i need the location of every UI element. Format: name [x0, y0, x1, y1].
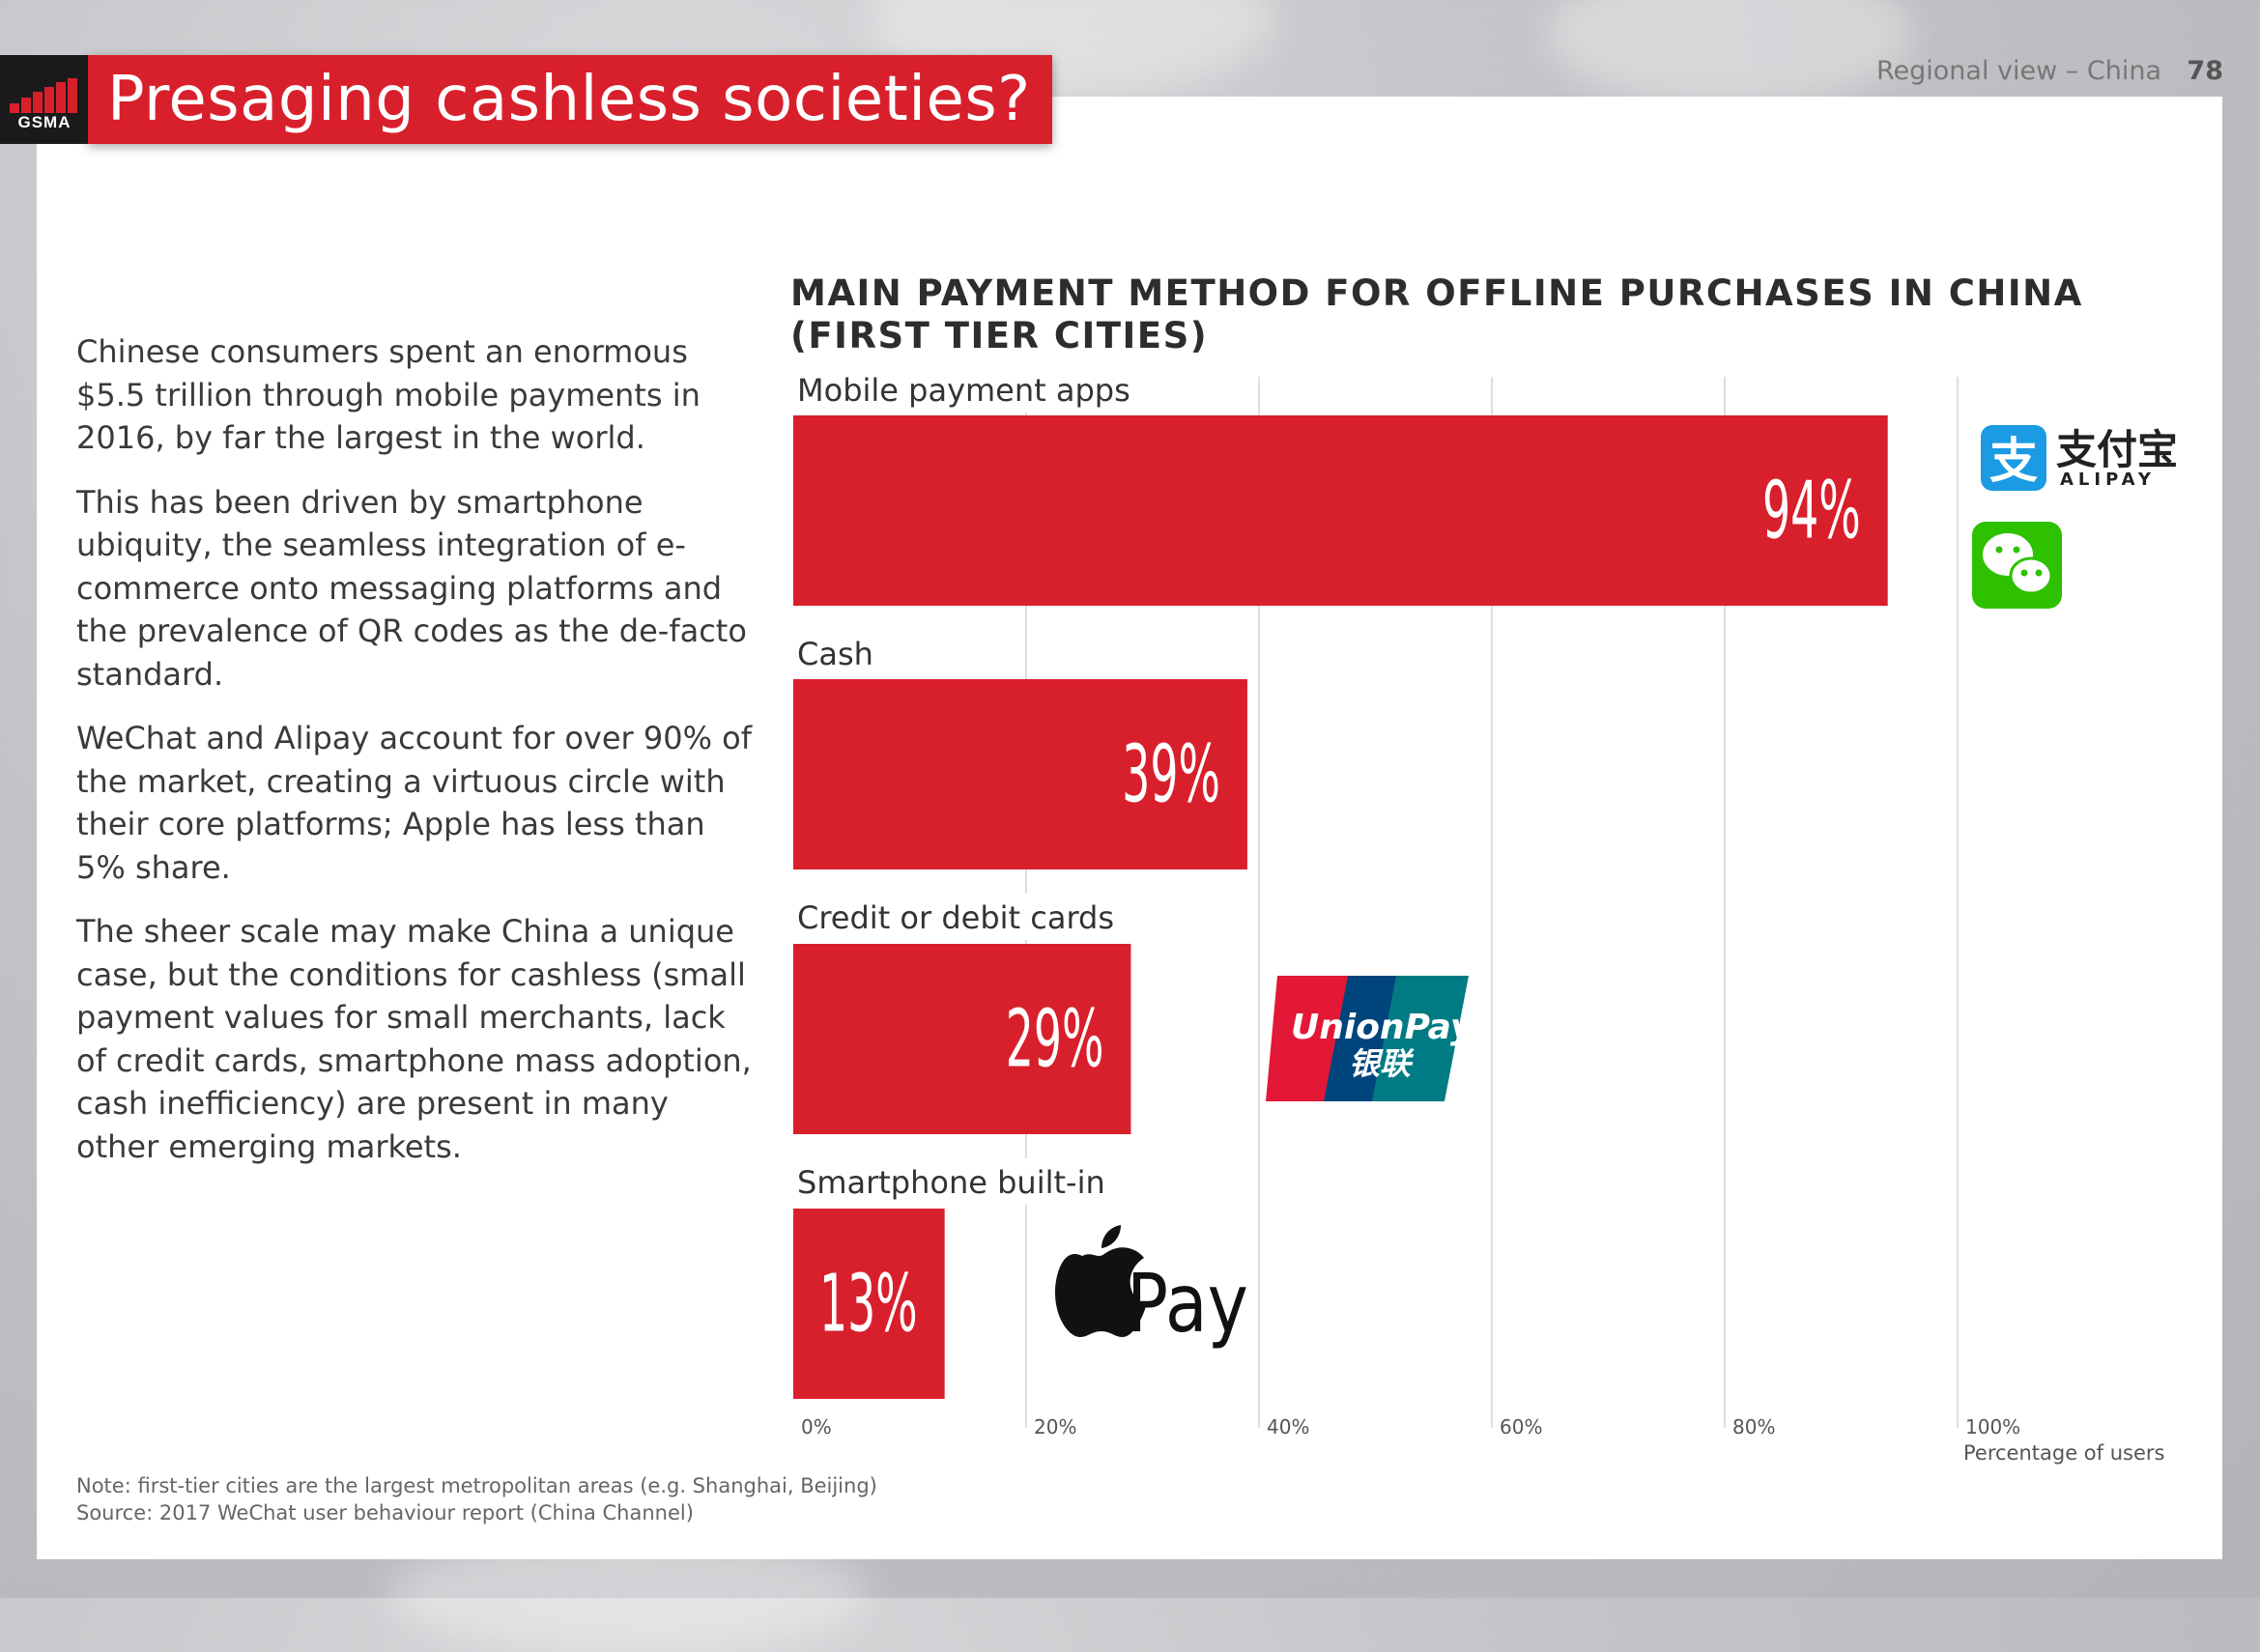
x-tick-label: 0% [801, 1415, 832, 1438]
footnote-note: Note: first-tier cities are the largest … [76, 1474, 877, 1497]
category-label-bg [793, 1158, 1151, 1205]
category-label: Credit or debit cards [797, 899, 1114, 936]
bar-value-label: 13% [819, 1259, 918, 1351]
wechat-eye-dot [2035, 569, 2043, 577]
apple-pay-wordmark: Pay [1127, 1257, 1248, 1351]
bar [793, 679, 1247, 869]
gsma-logo: GSMA [0, 55, 88, 144]
logo-text: GSMA [17, 113, 72, 131]
wechat-eye-dot [2020, 569, 2028, 577]
wechat-eye-dot [1995, 546, 2003, 554]
wechat-bubble-icon [2009, 556, 2053, 595]
category-label-bg [793, 366, 1151, 413]
page-title: Presaging cashless societies? [107, 64, 1031, 135]
category-label: Mobile payment apps [797, 372, 1130, 409]
alipay-english-wordmark: ALIPAY [2060, 470, 2156, 490]
x-axis-title: Percentage of users [1963, 1441, 2164, 1465]
bar [793, 1209, 945, 1399]
category-label: Cash [797, 636, 873, 672]
unionpay-wordmark: UnionPay [1291, 1008, 1474, 1047]
unionpay-stripe-teal [1372, 976, 1469, 1101]
category-label-bg [793, 894, 1187, 940]
region-label: Regional view – China [1875, 56, 2161, 86]
page-header: GSMA Presaging cashless societies? [0, 55, 1052, 144]
bar-value-label: 39% [1122, 729, 1220, 821]
x-tick-label: 40% [1267, 1415, 1309, 1438]
category-label-bg [793, 630, 882, 676]
alipay-chinese-wordmark: 支付宝 [2056, 426, 2178, 473]
body-paragraph: Chinese consumers spent an enormous $5.5… [76, 333, 701, 456]
unionpay-chinese-wordmark: 银联 [1349, 1045, 1415, 1082]
body-paragraph: This has been driven by smartphone ubiqu… [76, 483, 747, 693]
chart-title-line: MAIN PAYMENT METHOD FOR OFFLINE PURCHASE… [790, 272, 2083, 314]
signal-bars-icon [10, 78, 77, 113]
apple-pay-logo: Pay [1055, 1225, 1248, 1351]
body-paragraph: WeChat and Alipay account for over 90% o… [76, 720, 752, 886]
bar [793, 944, 1131, 1134]
footnote: Note: first-tier cities are the largest … [76, 1472, 877, 1526]
apple-leaf-icon [1101, 1225, 1121, 1248]
body-paragraph: The sheer scale may make China a unique … [76, 913, 752, 1165]
page-number: 78 [2187, 56, 2223, 86]
body-text: Chinese consumers spent an enormous $5.5… [76, 330, 753, 1189]
title-banner: Presaging cashless societies? [88, 55, 1052, 144]
wechat-logo [1972, 522, 2062, 609]
alipay-icon [1981, 425, 2046, 491]
alipay-logo: 支支付宝ALIPAY [1981, 425, 2178, 491]
apple-icon [1055, 1247, 1146, 1337]
bar-value-label: 29% [1006, 994, 1104, 1086]
chart-title: MAIN PAYMENT METHOD FOR OFFLINE PURCHASE… [790, 272, 2162, 357]
x-tick-label: 100% [1965, 1415, 2020, 1438]
alipay-icon-glyph: 支 [1989, 433, 2038, 489]
category-label: Smartphone built-in [797, 1164, 1105, 1201]
x-tick-label: 60% [1500, 1415, 1542, 1438]
bar [793, 415, 1888, 606]
x-tick-label: 80% [1732, 1415, 1775, 1438]
bar-chart: Mobile payment apps Cash Credit or debit c… [793, 366, 2179, 1465]
chart-title-line: (FIRST TIER CITIES) [790, 315, 1209, 356]
wechat-eye-dot [2013, 546, 2020, 554]
x-tick-label: 20% [1034, 1415, 1076, 1438]
footnote-source: Source: 2017 WeChat user behaviour repor… [76, 1501, 694, 1524]
bar-value-label: 94% [1762, 466, 1861, 557]
